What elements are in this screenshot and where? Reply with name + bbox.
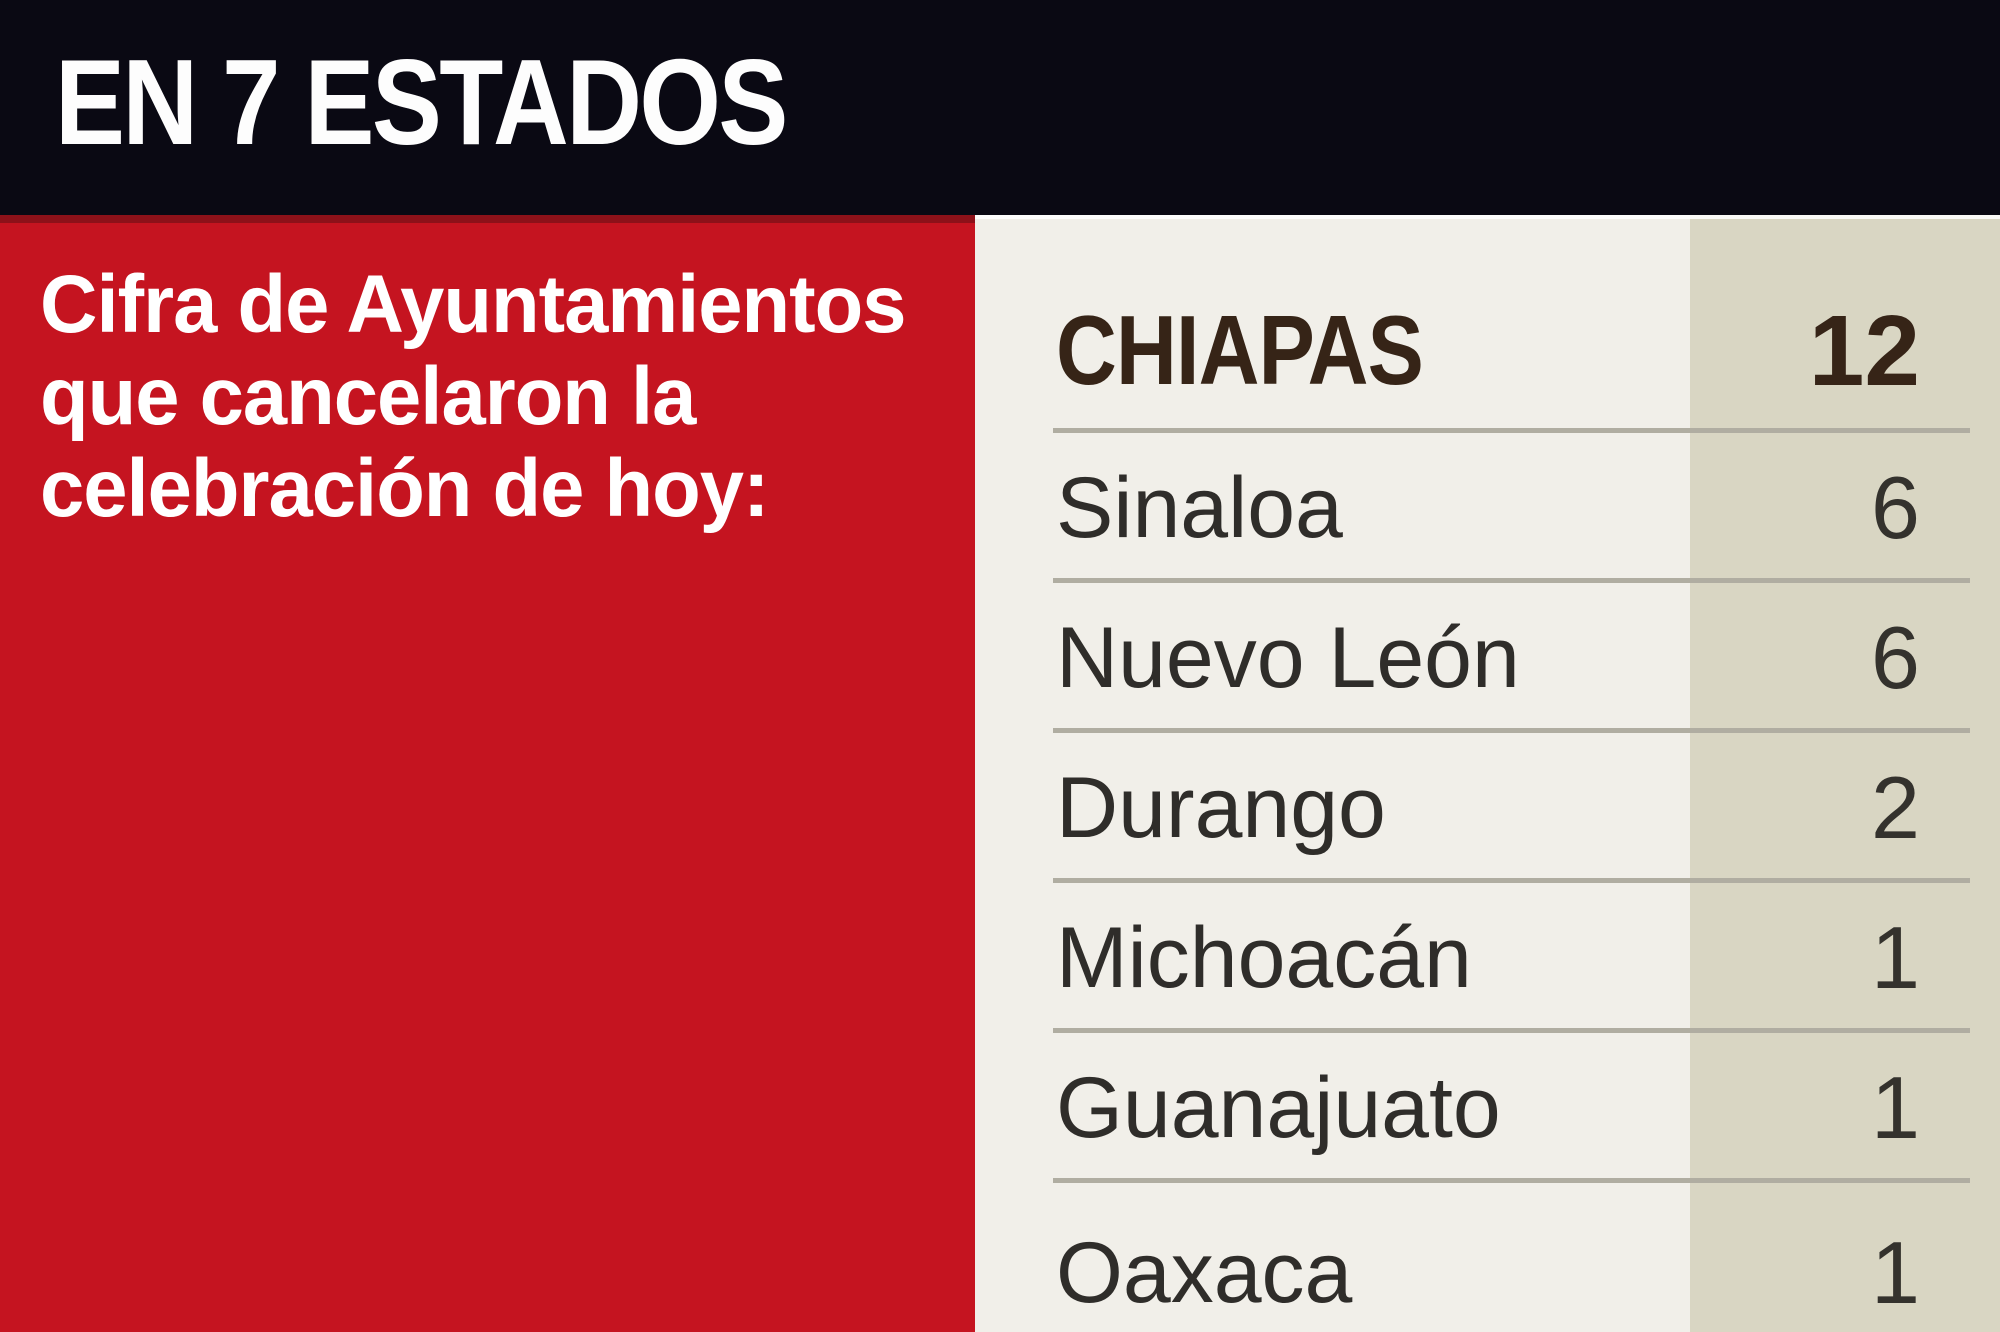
table-row: Durango 2	[975, 733, 2000, 883]
header-bar: EN 7 ESTADOS	[0, 0, 2000, 215]
state-name: Durango	[1056, 759, 1386, 856]
table-row: Nuevo León 6	[975, 583, 2000, 733]
state-value: 12	[1808, 295, 1920, 407]
state-name: Sinaloa	[1056, 459, 1343, 556]
table-row: Sinaloa 6	[975, 433, 2000, 583]
state-rows: CHIAPAS 12 Sinaloa 6 Nuevo León 6 Durango 2 Mich…	[975, 219, 2000, 1332]
caption-panel: Cifra de Ayuntamientos que cancelaron la…	[0, 215, 975, 1332]
table-row: Oaxaca 1	[975, 1183, 2000, 1332]
state-value: 6	[1871, 608, 1920, 707]
state-value: 6	[1871, 458, 1920, 557]
table-row: CHIAPAS 12	[975, 219, 2000, 433]
state-name: CHIAPAS	[1056, 295, 1424, 405]
state-name: Michoacán	[1056, 909, 1472, 1006]
panel-top-highlight	[975, 215, 2000, 219]
state-value: 1	[1871, 1223, 1920, 1322]
state-name: Guanajuato	[1056, 1059, 1501, 1156]
state-value: 1	[1871, 908, 1920, 1007]
table-row: Michoacán 1	[975, 883, 2000, 1033]
table-row: Guanajuato 1	[975, 1033, 2000, 1183]
states-table: CHIAPAS 12 Sinaloa 6 Nuevo León 6 Durango 2 Mich…	[975, 215, 2000, 1332]
caption-line-2: que cancelaron la	[40, 350, 696, 442]
caption-text: Cifra de Ayuntamientos que cancelaron la…	[40, 259, 955, 534]
caption-line-1: Cifra de Ayuntamientos	[40, 259, 906, 350]
state-name: Nuevo León	[1056, 609, 1520, 706]
state-name: Oaxaca	[1056, 1224, 1353, 1321]
state-value: 2	[1871, 758, 1920, 857]
value-column-background	[1690, 215, 2000, 1332]
caption-line-3: celebración de hoy:	[40, 442, 770, 534]
page-title: EN 7 ESTADOS	[55, 33, 788, 170]
state-value: 1	[1871, 1058, 1920, 1157]
